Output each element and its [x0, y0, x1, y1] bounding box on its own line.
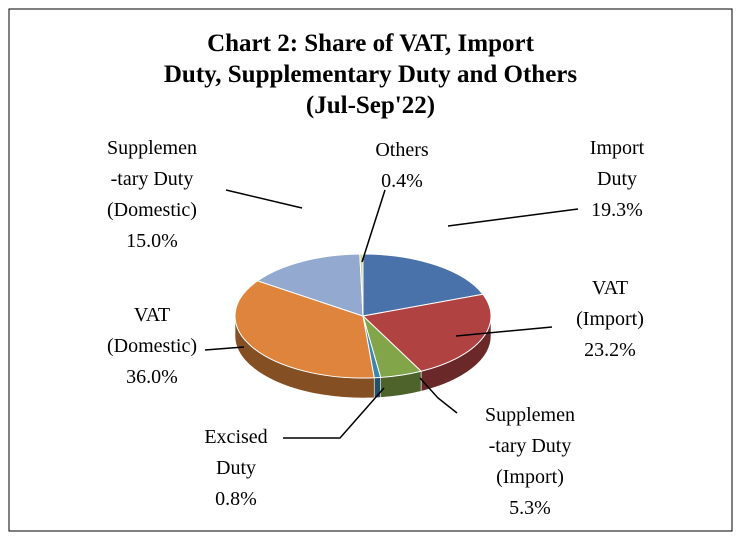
slice-value-label: 19.3%	[591, 199, 643, 221]
slice-label: VAT (Import)	[576, 277, 644, 330]
slice-value-label: 23.2%	[584, 339, 636, 361]
slice-label: Others	[375, 139, 429, 161]
slice-value-label: 15.0%	[126, 230, 178, 252]
slice	[234, 280, 375, 379]
slice-value-label: 5.3%	[509, 497, 551, 519]
slice	[361, 293, 492, 372]
slice-label: Supplemen -tary Duty (Domestic)	[107, 137, 197, 221]
leader-line	[361, 189, 386, 263]
leader-line	[283, 387, 385, 439]
slice-value-label: 0.4%	[381, 170, 423, 192]
frame	[8, 8, 733, 532]
slice	[256, 253, 364, 317]
slice	[359, 253, 364, 317]
leader-line	[204, 346, 245, 351]
slice-value-label: 36.0%	[126, 366, 178, 388]
leader-line	[455, 326, 553, 337]
leader-line	[419, 377, 458, 414]
slice	[362, 253, 484, 317]
slice-label: Excised Duty	[204, 426, 268, 479]
leader-line	[225, 189, 303, 209]
slice-value-label: 0.8%	[215, 488, 257, 510]
leader-line	[447, 208, 579, 227]
chart-title: Chart 2: Share of VAT, Import Duty, Supp…	[163, 30, 578, 119]
slice-label: Import Duty	[589, 137, 645, 190]
slice-label: Supplemen -tary Duty (Import)	[485, 404, 575, 488]
slice-label: VAT (Domestic)	[107, 304, 197, 357]
